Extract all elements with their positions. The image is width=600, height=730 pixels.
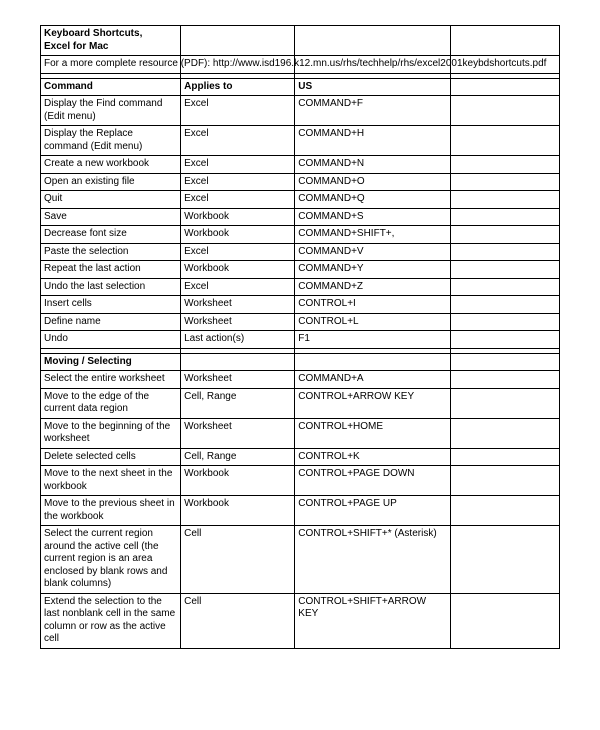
us-cell: F1 (295, 331, 451, 349)
us-cell: CONTROL+PAGE DOWN (295, 466, 451, 496)
command-cell: Extend the selection to the last nonblan… (41, 593, 181, 648)
us-cell: COMMAND+V (295, 243, 451, 261)
command-cell: Define name (41, 313, 181, 331)
command-cell: Insert cells (41, 296, 181, 314)
command-cell: Move to the edge of the current data reg… (41, 388, 181, 418)
command-cell: Delete selected cells (41, 448, 181, 466)
command-cell: Select the entire worksheet (41, 371, 181, 389)
applies-cell: Cell, Range (181, 448, 295, 466)
us-cell: COMMAND+A (295, 371, 451, 389)
us-cell: CONTROL+ARROW KEY (295, 388, 451, 418)
applies-cell: Workbook (181, 208, 295, 226)
title-cell: Keyboard Shortcuts, Excel for Mac (41, 26, 181, 56)
command-cell: Create a new workbook (41, 156, 181, 174)
applies-cell: Workbook (181, 496, 295, 526)
command-cell: Quit (41, 191, 181, 209)
header-applies: Applies to (181, 78, 295, 96)
us-cell: COMMAND+Q (295, 191, 451, 209)
title-line2: Excel for Mac (44, 41, 108, 52)
us-cell: COMMAND+F (295, 96, 451, 126)
us-cell: CONTROL+PAGE UP (295, 496, 451, 526)
command-cell: Move to the beginning of the worksheet (41, 418, 181, 448)
us-cell: COMMAND+Y (295, 261, 451, 279)
command-cell: Move to the previous sheet in the workbo… (41, 496, 181, 526)
applies-cell: Worksheet (181, 418, 295, 448)
applies-cell: Worksheet (181, 313, 295, 331)
applies-cell: Excel (181, 278, 295, 296)
command-cell: Display the Replace command (Edit menu) (41, 126, 181, 156)
command-cell: Decrease font size (41, 226, 181, 244)
applies-cell: Excel (181, 156, 295, 174)
us-cell: COMMAND+H (295, 126, 451, 156)
us-cell: COMMAND+N (295, 156, 451, 174)
shortcuts-table: Keyboard Shortcuts, Excel for Mac For a mo… (40, 25, 560, 649)
applies-cell: Cell (181, 526, 295, 594)
resource-note: For a more complete resource (PDF): http… (41, 56, 181, 74)
command-cell: Move to the next sheet in the workbook (41, 466, 181, 496)
command-cell: Select the current region around the act… (41, 526, 181, 594)
us-cell: CONTROL+SHIFT+ARROW KEY (295, 593, 451, 648)
us-cell: COMMAND+O (295, 173, 451, 191)
applies-cell: Worksheet (181, 296, 295, 314)
title-line1: Keyboard Shortcuts, (44, 28, 142, 39)
header-us: US (295, 78, 451, 96)
applies-cell: Workbook (181, 226, 295, 244)
us-cell: CONTROL+I (295, 296, 451, 314)
applies-cell: Excel (181, 243, 295, 261)
applies-cell: Cell (181, 593, 295, 648)
applies-cell: Worksheet (181, 371, 295, 389)
command-cell: Undo (41, 331, 181, 349)
us-cell: CONTROL+SHIFT+* (Asterisk) (295, 526, 451, 594)
applies-cell: Workbook (181, 261, 295, 279)
applies-cell: Workbook (181, 466, 295, 496)
applies-cell: Cell, Range (181, 388, 295, 418)
command-cell: Display the Find command (Edit menu) (41, 96, 181, 126)
applies-cell: Excel (181, 96, 295, 126)
us-cell: COMMAND+Z (295, 278, 451, 296)
us-cell: COMMAND+SHIFT+, (295, 226, 451, 244)
command-cell: Undo the last selection (41, 278, 181, 296)
applies-cell: Excel (181, 126, 295, 156)
applies-cell: Excel (181, 173, 295, 191)
header-command: Command (41, 78, 181, 96)
section-moving-selecting: Moving / Selecting (41, 353, 181, 371)
us-cell: CONTROL+HOME (295, 418, 451, 448)
applies-cell: Last action(s) (181, 331, 295, 349)
us-cell: COMMAND+S (295, 208, 451, 226)
us-cell: CONTROL+L (295, 313, 451, 331)
applies-cell: Excel (181, 191, 295, 209)
us-cell: CONTROL+K (295, 448, 451, 466)
command-cell: Repeat the last action (41, 261, 181, 279)
command-cell: Paste the selection (41, 243, 181, 261)
command-cell: Save (41, 208, 181, 226)
command-cell: Open an existing file (41, 173, 181, 191)
